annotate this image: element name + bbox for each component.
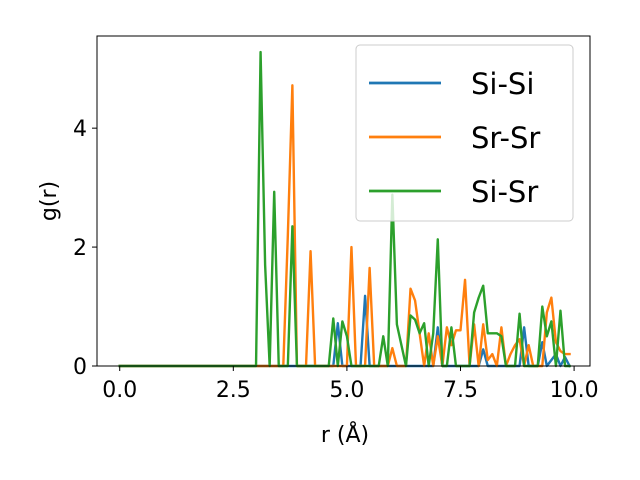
y-tick-label: 0 [73, 355, 87, 380]
legend: Si-Si Sr-Sr Si-Sr [355, 44, 574, 222]
x-tick-label: 2.5 [216, 378, 251, 403]
legend-label-si-sr: Si-Sr [471, 175, 538, 209]
y-axis-label: g(r) [37, 181, 62, 221]
x-axis-label: r (Å) [321, 421, 369, 448]
y-tick-label: 2 [73, 236, 87, 261]
x-tick-label: 0.0 [102, 378, 137, 403]
plot-frame [96, 35, 591, 367]
legend-label-sr-sr: Sr-Sr [471, 121, 540, 155]
x-tick-label: 5.0 [329, 378, 364, 403]
axes-layer: 0.0 2.5 5.0 7.5 10.0 0 2 4 [73, 35, 599, 403]
x-tick-label: 10.0 [550, 378, 599, 403]
x-tick-label: 7.5 [443, 378, 478, 403]
legend-box [355, 44, 574, 222]
legend-label-si-si: Si-Si [471, 67, 534, 101]
y-tick-label: 4 [73, 117, 87, 142]
